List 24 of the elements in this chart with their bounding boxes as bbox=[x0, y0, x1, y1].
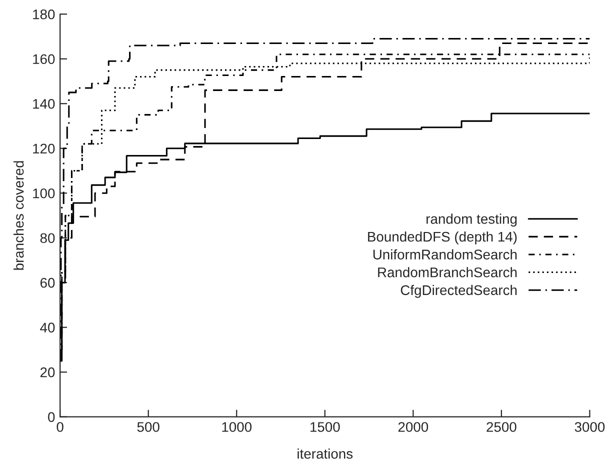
x-tick-label: 3000 bbox=[574, 422, 605, 432]
x-tick-label: 500 bbox=[137, 422, 160, 432]
y-tick-label: 180 bbox=[33, 9, 55, 20]
legend-label: RandomBranchSearch bbox=[378, 267, 517, 278]
x-tick-label: 0 bbox=[56, 422, 64, 432]
x-axis-title: iterations bbox=[298, 448, 353, 459]
y-tick-label: 80 bbox=[40, 233, 55, 244]
legend-label: random testing bbox=[426, 214, 517, 227]
y-tick-label: 0 bbox=[48, 412, 55, 422]
legend-label: UniformRandomSearch bbox=[373, 249, 517, 260]
y-tick-label: 60 bbox=[40, 278, 55, 288]
y-tick-label: 120 bbox=[33, 144, 55, 154]
x-tick-label: 1500 bbox=[310, 422, 340, 432]
y-axis-title: branches covered bbox=[14, 161, 24, 270]
legend-label: BoundedDFS (depth 14) bbox=[368, 231, 517, 244]
y-tick-label: 140 bbox=[33, 98, 55, 109]
x-tick-label: 2000 bbox=[398, 422, 428, 432]
x-tick-label: 2500 bbox=[486, 422, 516, 432]
y-tick-label: 160 bbox=[33, 54, 55, 64]
y-tick-label: 100 bbox=[33, 188, 55, 198]
y-tick-label: 20 bbox=[40, 367, 55, 378]
y-tick-label: 40 bbox=[40, 322, 55, 333]
legend-label: CfgDirectedSearch bbox=[400, 284, 517, 298]
x-tick-label: 1000 bbox=[222, 422, 252, 432]
